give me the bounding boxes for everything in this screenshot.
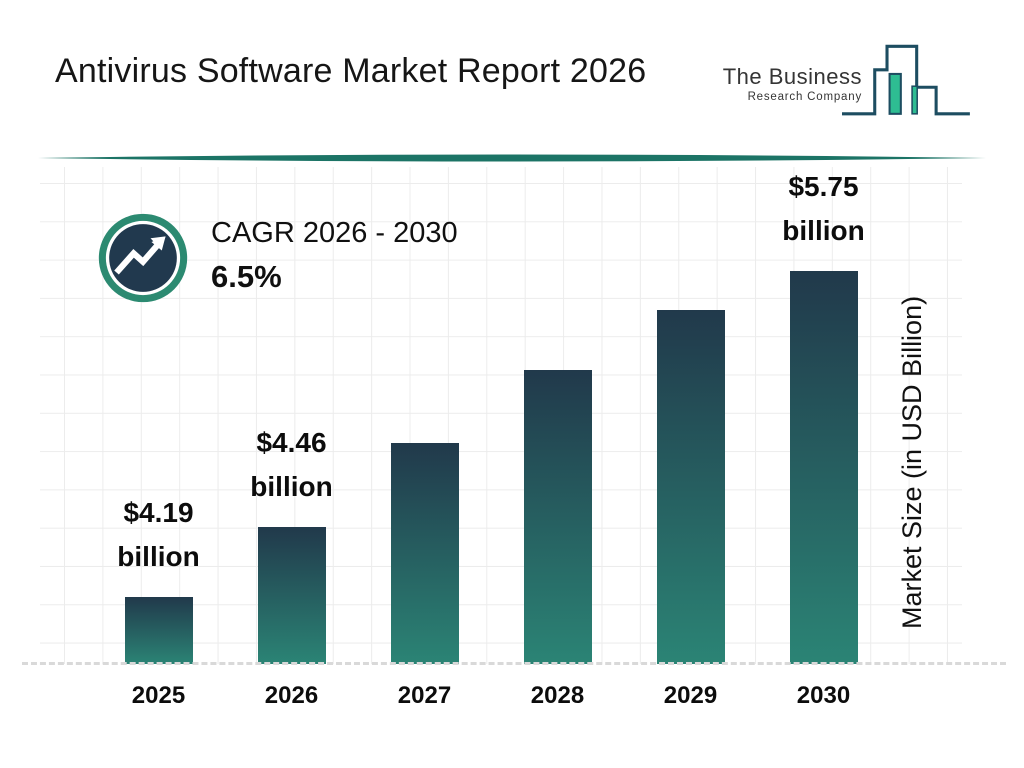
x-tick-2025: 2025	[131, 682, 186, 709]
y-axis-label: Market Size (in USD Billion)	[897, 295, 927, 629]
x-tick-2029: 2029	[663, 682, 718, 709]
company-logo: The Business Research Company	[710, 34, 970, 126]
company-logo-text: The Business Research Company	[723, 64, 862, 103]
value-label-2030: $5.75 billion	[782, 171, 865, 246]
cagr-period: CAGR 2026 - 2030	[211, 217, 458, 249]
bar-2027	[390, 443, 459, 664]
page-title: Antivirus Software Market Report 2026	[55, 52, 647, 90]
section-divider	[38, 154, 986, 162]
bar-2025	[124, 597, 193, 664]
bar-skyline-icon	[842, 44, 970, 116]
bar-2028	[523, 370, 592, 664]
x-axis-baseline	[22, 662, 1006, 665]
bar-2029	[656, 310, 725, 664]
trend-up-icon	[98, 213, 188, 303]
x-tick-2027: 2027	[397, 682, 452, 709]
logo-subname: Research Company	[747, 91, 862, 103]
cagr-value: 6.5%	[211, 259, 282, 294]
value-label-2025: $4.19 billion	[117, 497, 200, 572]
x-tick-2030: 2030	[796, 682, 851, 709]
value-label-2026: $4.46 billion	[250, 427, 333, 502]
bar-2026	[257, 527, 326, 664]
x-tick-2028: 2028	[530, 682, 585, 709]
cagr-block: CAGR 2026 - 2030 6.5%	[211, 217, 458, 295]
x-tick-2026: 2026	[264, 682, 319, 709]
logo-name: The Business	[722, 64, 862, 89]
bar-2030	[789, 271, 858, 664]
